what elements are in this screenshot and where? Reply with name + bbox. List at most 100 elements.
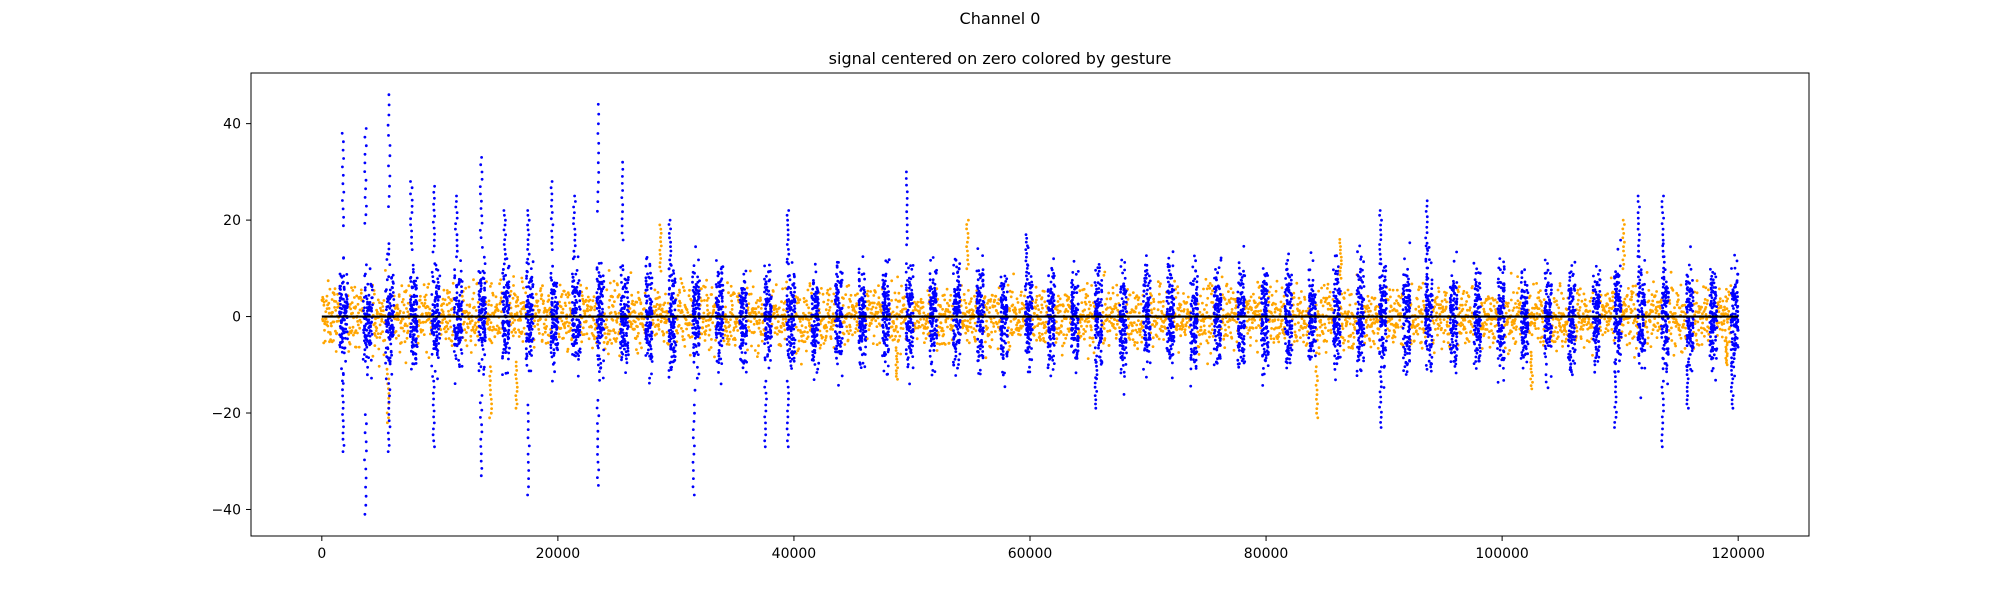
point-gesture-rest xyxy=(1199,294,1202,298)
point-gesture-rest xyxy=(591,299,595,303)
point-gesture-rest xyxy=(639,302,643,306)
point-gesture-active xyxy=(342,327,345,331)
point-gesture-rest xyxy=(1044,325,1047,329)
point-gesture-rest xyxy=(726,334,730,338)
point-gesture-active xyxy=(508,294,511,298)
point-gesture-rest xyxy=(1537,307,1541,310)
point-gesture-rest xyxy=(490,341,494,345)
point-gesture-active xyxy=(414,284,418,287)
point-gesture-rest xyxy=(423,295,427,299)
point-gesture-rest xyxy=(633,311,637,314)
point-gesture-rest xyxy=(1014,308,1018,311)
point-gesture-rest xyxy=(1694,332,1698,336)
point-gesture-rest xyxy=(1209,331,1213,335)
point-gesture-rest xyxy=(1316,310,1320,313)
point-gesture-rest xyxy=(1174,296,1178,299)
point-gesture-rest xyxy=(593,322,597,326)
point-gesture-rest xyxy=(1528,331,1531,335)
point-gesture-active xyxy=(415,337,418,341)
point-gesture-active xyxy=(460,352,464,355)
point-gesture-rest xyxy=(688,321,691,325)
point-gesture-rest xyxy=(640,312,644,316)
point-gesture-active xyxy=(366,309,369,313)
point-gesture-active xyxy=(625,361,629,365)
point-gesture-rest xyxy=(1253,318,1257,322)
point-gesture-rest xyxy=(1295,335,1298,338)
point-gesture-rest xyxy=(1464,303,1467,307)
point-gesture-rest xyxy=(1085,317,1088,321)
point-gesture-rest xyxy=(1606,303,1610,307)
point-gesture-rest xyxy=(951,324,955,328)
point-gesture-rest xyxy=(1277,340,1281,344)
point-gesture-rest xyxy=(1367,306,1371,310)
point-gesture-rest xyxy=(1103,337,1107,340)
point-gesture-rest xyxy=(1302,319,1306,323)
point-gesture-active xyxy=(549,351,553,354)
point-gesture-rest xyxy=(1228,301,1232,304)
point-gesture-active xyxy=(477,305,481,309)
point-gesture-rest xyxy=(890,279,894,283)
point-gesture-rest xyxy=(939,321,943,325)
point-gesture-rest xyxy=(426,305,430,309)
point-gesture-active xyxy=(363,306,366,310)
point-gesture-rest xyxy=(899,326,903,330)
point-gesture-rest xyxy=(1610,328,1614,331)
point-gesture-rest xyxy=(656,318,660,322)
point-gesture-active xyxy=(529,331,533,335)
point-gesture-rest xyxy=(874,306,878,310)
point-gesture-rest xyxy=(545,325,548,328)
point-gesture-active xyxy=(483,353,487,357)
point-gesture-rest xyxy=(926,326,929,329)
point-gesture-rest xyxy=(1061,304,1065,308)
point-gesture-rest xyxy=(832,292,836,296)
point-gesture-rest xyxy=(1270,327,1273,330)
point-gesture-active xyxy=(411,325,415,329)
point-gesture-rest xyxy=(516,295,519,299)
point-gesture-rest xyxy=(1042,336,1045,340)
point-gesture-active xyxy=(626,327,629,331)
point-gesture-rest xyxy=(874,290,877,294)
point-gesture-rest xyxy=(492,325,495,329)
point-gesture-rest xyxy=(705,293,709,297)
point-gesture-rest xyxy=(1206,296,1210,300)
point-gesture-rest xyxy=(1090,284,1093,287)
point-gesture-rest xyxy=(797,339,801,343)
point-gesture-rest xyxy=(568,321,571,325)
point-gesture-rest xyxy=(1270,293,1274,297)
point-gesture-rest xyxy=(760,303,764,306)
point-gesture-rest xyxy=(1305,333,1309,337)
point-gesture-active xyxy=(371,303,374,307)
point-gesture-active xyxy=(528,293,532,297)
point-gesture-rest xyxy=(1721,328,1724,332)
point-gesture-rest xyxy=(616,283,619,287)
point-gesture-rest xyxy=(826,288,830,292)
point-gesture-active xyxy=(598,312,602,315)
point-gesture-rest xyxy=(822,342,826,345)
point-gesture-rest xyxy=(1722,322,1726,325)
point-gesture-rest xyxy=(355,294,359,298)
point-gesture-active xyxy=(482,368,486,371)
point-gesture-active xyxy=(602,280,606,283)
point-gesture-rest xyxy=(498,327,501,331)
point-gesture-rest xyxy=(1181,318,1185,321)
point-gesture-active xyxy=(388,288,392,292)
point-gesture-rest xyxy=(1183,330,1186,334)
point-gesture-rest xyxy=(584,309,588,313)
point-gesture-rest xyxy=(1606,292,1609,296)
point-gesture-active xyxy=(457,299,461,303)
point-gesture-rest xyxy=(896,275,899,279)
point-gesture-active xyxy=(341,280,345,284)
point-gesture-rest xyxy=(1201,301,1204,305)
point-gesture-active xyxy=(453,382,457,385)
point-gesture-rest xyxy=(1625,307,1628,311)
point-gesture-rest xyxy=(1646,342,1649,345)
point-gesture-rest xyxy=(356,302,360,306)
point-gesture-rest xyxy=(1062,341,1066,345)
point-gesture-active xyxy=(368,334,372,338)
point-gesture-rest xyxy=(1126,297,1130,301)
point-gesture-rest xyxy=(591,346,594,350)
point-gesture-rest xyxy=(1092,351,1096,355)
point-gesture-rest xyxy=(563,301,567,305)
point-gesture-rest xyxy=(630,293,634,297)
point-gesture-active xyxy=(436,296,440,299)
